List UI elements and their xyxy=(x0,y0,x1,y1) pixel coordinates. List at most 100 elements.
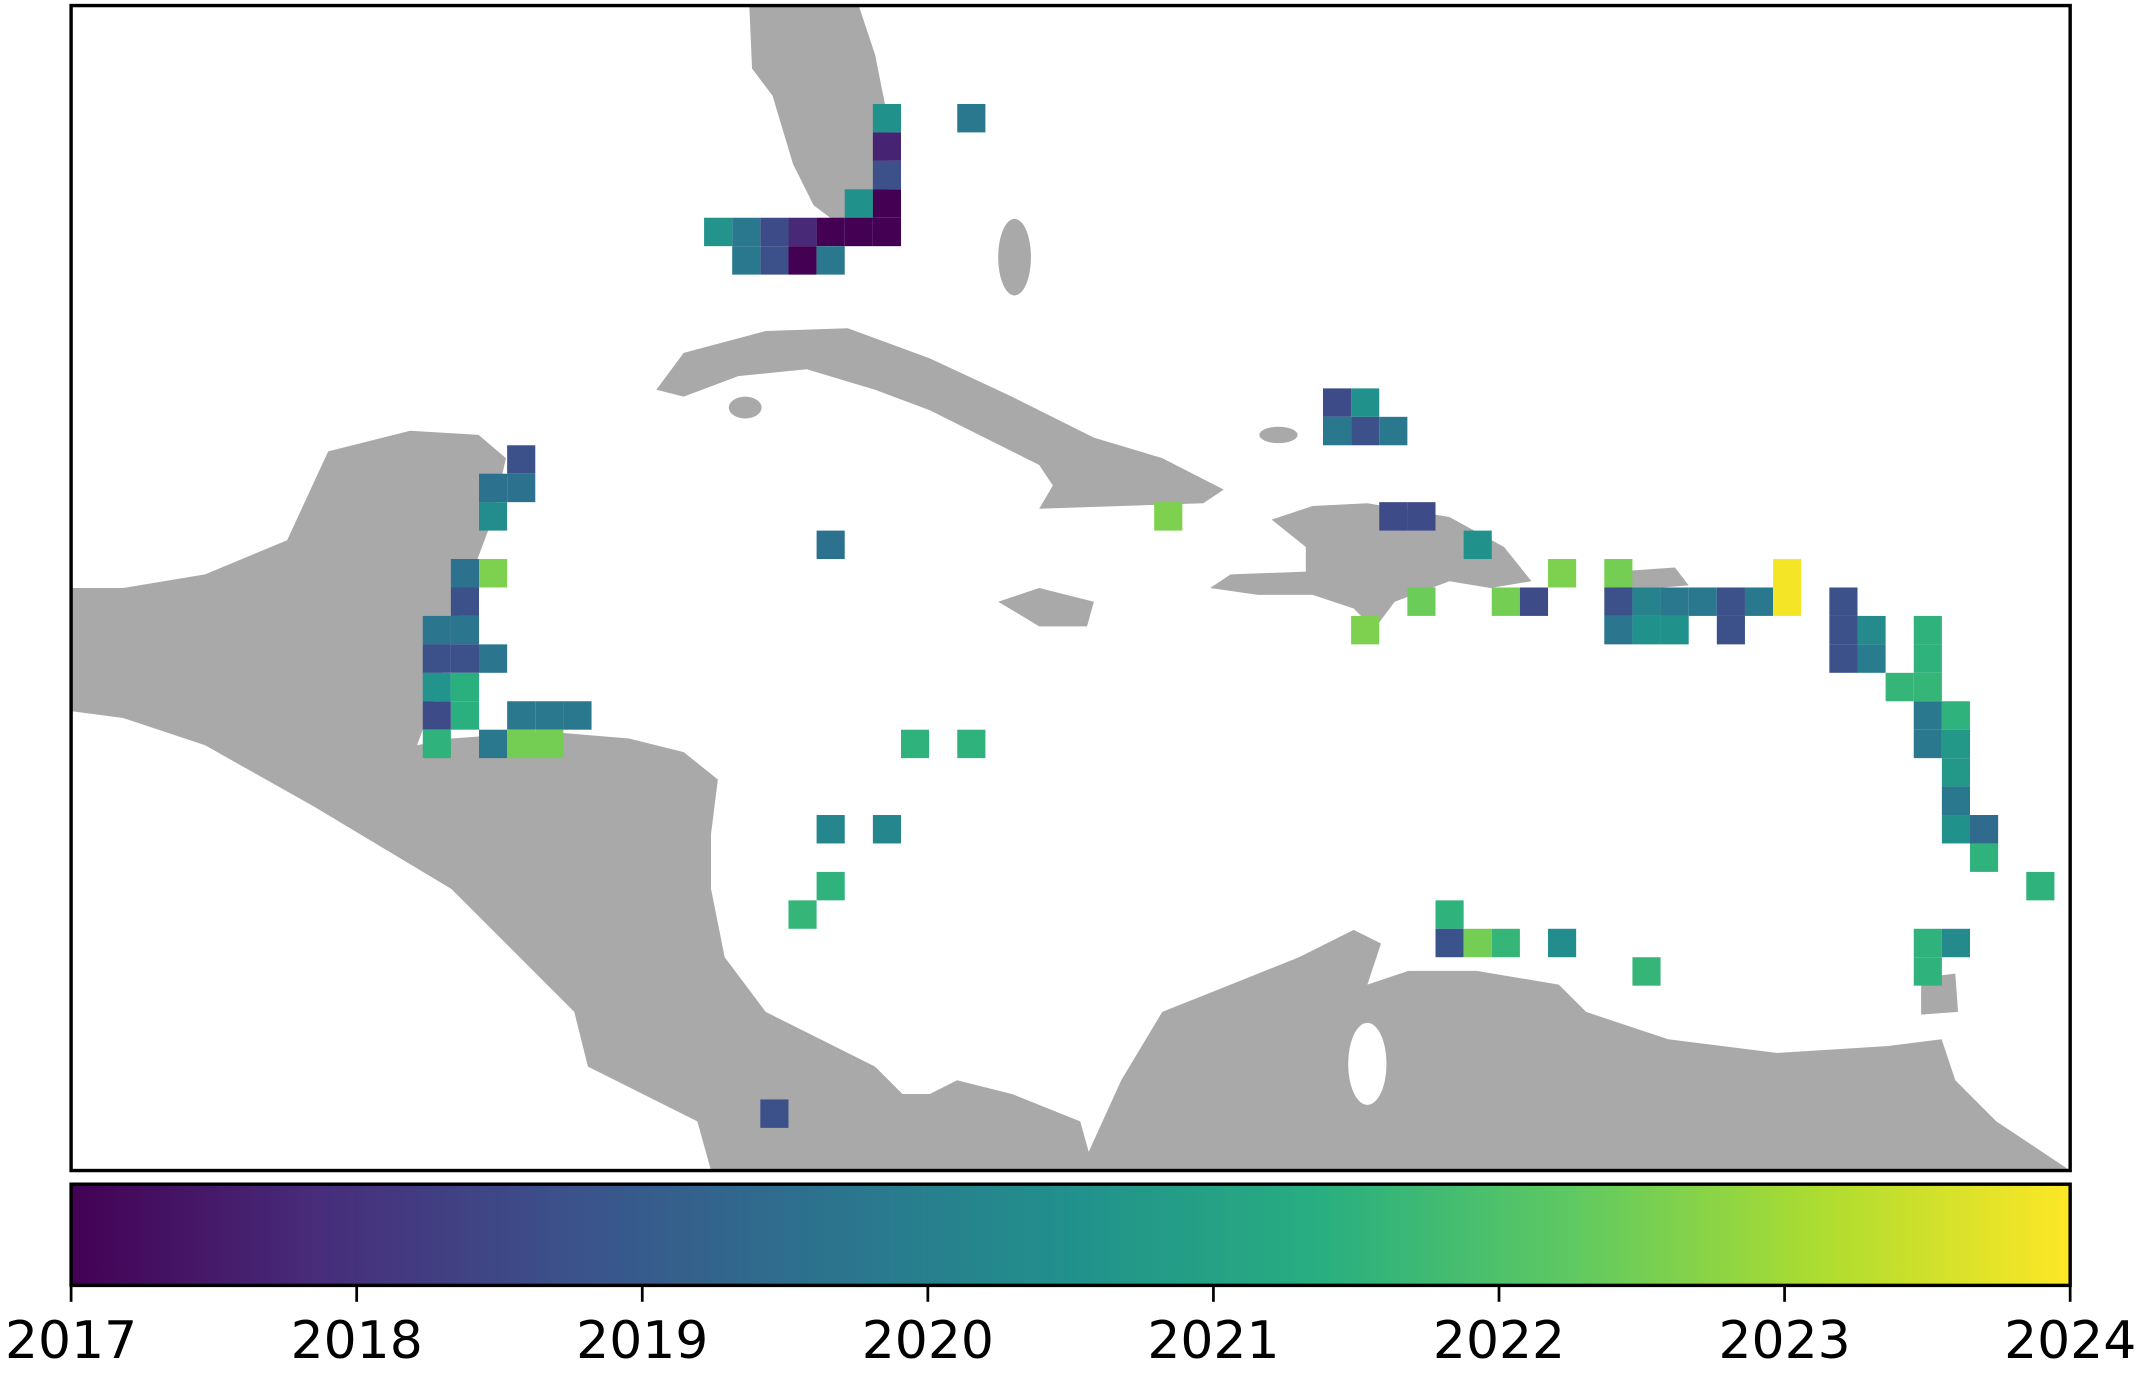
grid-cell xyxy=(1435,900,1464,929)
grid-cell xyxy=(788,900,817,929)
grid-cell xyxy=(816,871,845,901)
grid-cell xyxy=(760,246,789,275)
grid-cell xyxy=(1913,644,1942,673)
grid-cell xyxy=(1913,701,1942,730)
grid-cell xyxy=(1154,502,1183,531)
map-frame xyxy=(69,3,2072,1173)
grid-cell xyxy=(760,1099,789,1128)
grid-cell xyxy=(1407,587,1436,616)
grid-cell xyxy=(450,672,480,702)
grid-cell xyxy=(1407,502,1436,531)
central-america xyxy=(71,430,1094,1171)
grid-cell xyxy=(900,729,930,759)
grid-cell xyxy=(479,644,508,673)
bahamas xyxy=(998,218,1031,296)
grid-cell xyxy=(2026,871,2055,901)
grid-cell xyxy=(957,103,986,133)
grid-cell xyxy=(1913,615,1942,645)
colorbar-tick-label: 2018 xyxy=(291,1311,423,1371)
grid-cell xyxy=(1379,502,1408,531)
colorbar-tick-label: 2024 xyxy=(2004,1311,2136,1371)
grid-cell xyxy=(816,815,845,844)
grid-cell xyxy=(1463,530,1492,560)
south-america xyxy=(1080,929,2071,1171)
grid-cell xyxy=(1632,957,1661,986)
grid-cell xyxy=(422,729,451,759)
grid-cell xyxy=(1829,644,1858,673)
grid-cell xyxy=(1604,559,1633,588)
grid-cell xyxy=(1604,615,1633,645)
grid-cell xyxy=(872,132,901,161)
grid-cell xyxy=(1941,815,1971,844)
grid-cell xyxy=(1716,615,1745,645)
jamaica xyxy=(998,588,1094,627)
grid-cell xyxy=(844,189,873,218)
grid-cell xyxy=(1941,758,1971,787)
grid-cell xyxy=(1913,672,1942,702)
grid-cell xyxy=(1773,587,1802,616)
grid-cell xyxy=(479,502,508,531)
grid-cell xyxy=(563,701,592,730)
grid-cell xyxy=(450,559,480,588)
colorbar-tick-label: 2022 xyxy=(1433,1311,1565,1371)
grid-cell xyxy=(816,530,845,560)
grid-cell xyxy=(507,445,536,474)
florida xyxy=(749,5,889,226)
grid-cell xyxy=(1660,587,1689,616)
grid-cell xyxy=(479,729,508,759)
grid-cell xyxy=(1604,587,1633,616)
grid-cell xyxy=(760,217,789,247)
grid-cell xyxy=(1519,587,1549,616)
grid-cell xyxy=(732,246,761,275)
grid-cell xyxy=(535,729,564,759)
grid-cell xyxy=(1941,729,1971,759)
colorbar-tick-label: 2020 xyxy=(862,1311,994,1371)
grid-cell xyxy=(1351,416,1380,446)
cells xyxy=(422,103,2055,1128)
grid-cell xyxy=(1548,559,1577,588)
grid-cell xyxy=(957,729,986,759)
grid-cell xyxy=(732,217,761,247)
grid-cell xyxy=(788,246,817,275)
grid-cell xyxy=(816,246,845,275)
grid-cell xyxy=(422,672,451,702)
cuba xyxy=(656,328,1224,509)
grid-cell xyxy=(1660,615,1689,645)
grid-cell xyxy=(1491,928,1520,958)
grid-cell xyxy=(450,701,480,730)
grid-cell xyxy=(1913,957,1942,986)
grid-cell xyxy=(1351,388,1380,417)
grid-cell xyxy=(422,701,451,730)
grid-cell xyxy=(1716,587,1745,616)
grid-cell xyxy=(816,217,845,247)
grid-cell xyxy=(1970,843,1999,872)
colorbar-tick-label: 2023 xyxy=(1718,1311,1850,1371)
grid-cell xyxy=(1491,587,1520,616)
grid-cell xyxy=(1885,672,1914,702)
grid-cell xyxy=(704,217,733,247)
grid-cell xyxy=(1970,815,1999,844)
grid-cell xyxy=(450,644,480,673)
grid-cell xyxy=(1857,615,1886,645)
grid-cell xyxy=(535,701,564,730)
grid-cell xyxy=(872,103,901,133)
grid-cell xyxy=(1941,786,1971,816)
grid-cell xyxy=(1632,615,1661,645)
grid-cell xyxy=(788,217,817,247)
bahamas xyxy=(1259,426,1298,444)
grid-cell xyxy=(450,615,480,645)
grid-cell xyxy=(1463,928,1492,958)
isla-de-la-juventud xyxy=(728,396,762,419)
grid-cell xyxy=(1941,701,1971,730)
colorbar xyxy=(69,1182,2072,1288)
grid-cell xyxy=(1773,559,1802,588)
colorbar-tick-label: 2017 xyxy=(5,1311,137,1371)
grid-cell xyxy=(1322,388,1352,417)
grid-cell xyxy=(479,473,508,503)
grid-cell xyxy=(1548,928,1577,958)
grid-cell xyxy=(1829,587,1858,616)
grid-cell xyxy=(872,815,901,844)
grid-cell xyxy=(1322,416,1352,446)
colorbar-tick-label: 2019 xyxy=(576,1311,708,1371)
